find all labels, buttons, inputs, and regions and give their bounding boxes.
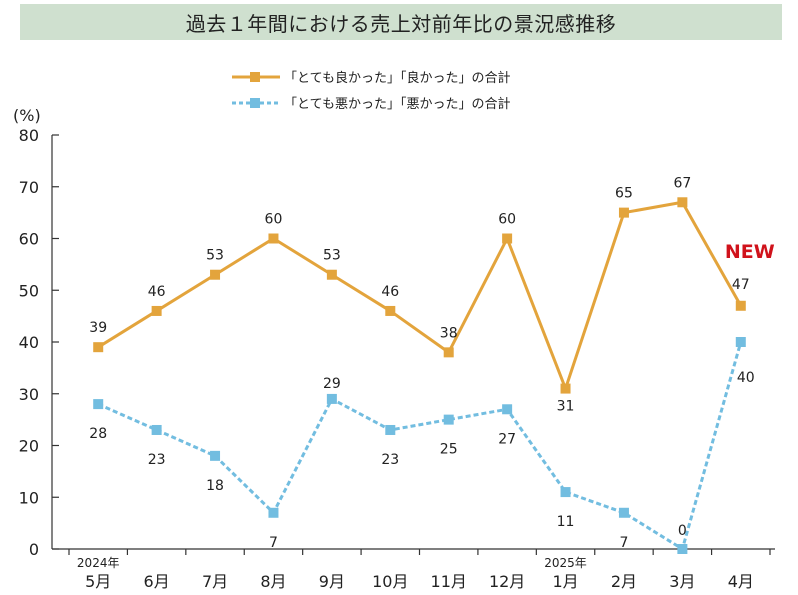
series-2-label-5: 29: [323, 376, 341, 392]
series-1-point-2: [151, 305, 162, 316]
y-tick-label-20: 20: [19, 437, 39, 456]
x-tick-label-4: 8月: [260, 572, 286, 591]
series-2-point-11: [677, 544, 688, 554]
series-1-label-5: 53: [323, 248, 341, 264]
series-1-label-6: 46: [381, 284, 399, 300]
y-tick-label-80: 80: [19, 126, 39, 145]
series-2-point-1: [93, 399, 104, 410]
series-1-point-4: [268, 233, 279, 244]
series-2-point-5: [326, 393, 337, 404]
x-tick-label-12: 4月: [728, 572, 754, 591]
y-tick-label-40: 40: [19, 333, 39, 352]
year-label-2: 2025年: [544, 556, 587, 570]
series-1-point-6: [385, 305, 396, 316]
series-1-label-4: 60: [265, 212, 283, 228]
x-tick-label-8: 12月: [489, 572, 525, 591]
y-tick-label-50: 50: [19, 281, 39, 300]
series-1-point-9: [560, 383, 571, 394]
legend-marker-1: [250, 72, 260, 82]
series-1-point-5: [326, 269, 337, 280]
series-2-label-1: 28: [89, 426, 107, 442]
series-2-point-3: [210, 450, 221, 461]
series-2-label-12: 40: [737, 370, 755, 386]
year-label-1: 2024年: [77, 556, 120, 570]
series-1-label-2: 46: [148, 284, 166, 300]
x-tick-label-2: 6月: [144, 572, 170, 591]
series-2-point-6: [385, 424, 396, 435]
series-1-point-11: [677, 197, 688, 208]
series-1-point-10: [618, 207, 629, 218]
y-tick-label-10: 10: [19, 488, 39, 507]
x-tick-label-9: 1月: [552, 572, 578, 591]
x-tick-label-10: 2月: [611, 572, 637, 591]
x-tick-label-3: 7月: [202, 572, 228, 591]
series-2-point-9: [560, 487, 571, 498]
series-2-label-10: 7: [619, 535, 628, 551]
series-2-point-4: [268, 507, 279, 518]
series-2-point-12: [735, 337, 746, 347]
series-2-point-2: [151, 424, 162, 435]
legend-marker-2: [250, 98, 260, 108]
legend-label-2: 「とても悪かった」「悪かった」の合計: [284, 96, 510, 112]
series-1-point-8: [502, 233, 513, 244]
series-2-label-6: 23: [381, 452, 399, 468]
series-1-label-8: 60: [498, 212, 516, 228]
series-2-point-7: [443, 414, 454, 425]
y-tick-label-0: 0: [29, 540, 39, 559]
series-2-label-2: 23: [148, 452, 166, 468]
y-tick-label-60: 60: [19, 230, 39, 249]
new-badge: NEW: [725, 241, 775, 263]
series-line-1: [97, 200, 743, 391]
x-tick-label-5: 9月: [319, 572, 345, 591]
series-2-point-10: [618, 507, 629, 518]
series-1-label-10: 65: [615, 186, 633, 202]
legend-label-1: 「とても良かった」「良かった」の合計: [284, 70, 510, 86]
chart-title: 過去１年間における売上対前年比の景況感推移: [185, 11, 617, 36]
series-1-label-7: 38: [440, 325, 458, 341]
y-tick-label-70: 70: [19, 178, 39, 197]
x-tick-label-11: 3月: [669, 572, 695, 591]
series-2-label-9: 11: [557, 514, 575, 530]
series-1-point-3: [210, 269, 221, 280]
series-2-label-4: 7: [269, 535, 278, 551]
series-2-label-3: 18: [206, 478, 224, 494]
series-2-label-8: 27: [498, 431, 516, 447]
series-1-label-12: 47: [732, 277, 750, 293]
series-2-point-8: [502, 404, 513, 415]
series-1-point-12: [735, 300, 746, 311]
x-tick-label-6: 10月: [372, 572, 408, 591]
y-tick-label-30: 30: [19, 385, 39, 404]
series-1-label-1: 39: [89, 320, 107, 336]
series-2-label-11: 0: [678, 523, 687, 539]
series-1-label-3: 53: [206, 248, 224, 264]
series-1-label-11: 67: [673, 175, 691, 191]
y-axis-unit-label: (%): [13, 106, 41, 125]
chart-title-bar: 過去１年間における売上対前年比の景況感推移: [20, 4, 782, 40]
x-tick-label-7: 11月: [431, 572, 467, 591]
series-2-label-7: 25: [440, 442, 458, 458]
x-tick-label-1: 5月: [85, 572, 111, 591]
series-line-2: [97, 341, 743, 551]
series-1-label-9: 31: [557, 399, 575, 415]
series-1-point-1: [93, 342, 104, 353]
series-1-point-7: [443, 347, 454, 358]
